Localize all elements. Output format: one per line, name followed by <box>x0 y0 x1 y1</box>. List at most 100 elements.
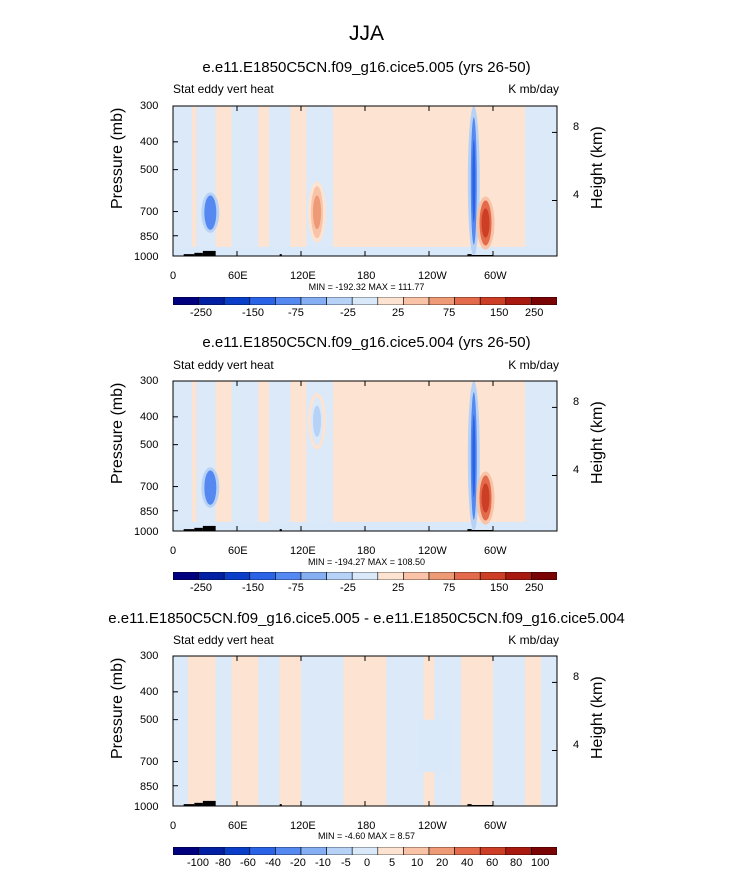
colorbar-label: 100 <box>531 857 550 869</box>
y-tick-label: 700 <box>140 206 159 218</box>
colorbar-box <box>198 297 225 305</box>
colorbar-label: -60 <box>240 857 256 869</box>
negative-region <box>493 656 525 806</box>
topography <box>202 800 216 806</box>
negative-region <box>525 381 557 531</box>
negative-region <box>541 656 557 806</box>
colorbar-box <box>377 847 404 855</box>
contour-feature <box>472 414 476 498</box>
colorbar-box <box>326 572 353 580</box>
colorbar-label: -250 <box>190 307 213 319</box>
topography <box>467 254 472 256</box>
y-tick-label: 500 <box>140 439 159 451</box>
min-max-label: MIN = -194.27 MAX = 108.50 <box>307 557 426 567</box>
colorbar-box <box>249 297 276 305</box>
y-tick-label: 700 <box>140 481 159 493</box>
panel-units-label: K mb/day <box>508 358 559 372</box>
y2-tick-label: 8 <box>573 671 580 683</box>
panel-title: e.e11.E1850C5CN.f09_g16.cice5.004 (yrs 2… <box>202 334 531 351</box>
negative-region <box>173 656 188 806</box>
x-tick-label: 60E <box>228 545 248 557</box>
colorbar-box <box>223 572 251 580</box>
colorbar-label: -75 <box>288 307 304 319</box>
heatmap-plot <box>172 380 558 532</box>
contour-feature <box>313 195 321 230</box>
colorbar-box <box>249 572 276 580</box>
colorbar-box <box>173 847 199 855</box>
figure-title: JJA <box>348 22 384 45</box>
colorbar-box <box>377 297 404 305</box>
colorbar <box>173 572 557 580</box>
y-tick-label: 300 <box>140 650 159 662</box>
x-tick-label: 60E <box>228 270 248 282</box>
y-tick-label: 850 <box>140 506 159 518</box>
topography <box>202 250 216 256</box>
negative-region <box>215 656 232 806</box>
y2-tick-label: 8 <box>573 396 580 408</box>
x-tick-label: 60W <box>484 270 507 282</box>
colorbar-label: -250 <box>190 582 213 594</box>
colorbar-label: 25 <box>392 307 405 319</box>
topography <box>194 802 203 806</box>
colorbar-label: 0 <box>364 857 371 869</box>
x-tick-label: 180 <box>357 545 376 557</box>
colorbar-box <box>531 297 557 305</box>
colorbar-label: -40 <box>265 857 281 869</box>
colorbar-box <box>223 847 251 855</box>
colorbar-box <box>531 572 557 580</box>
contour-feature <box>472 139 476 223</box>
colorbar-box <box>173 572 199 580</box>
colorbar-label: -25 <box>340 582 356 594</box>
min-max-label: MIN = -192.32 MAX = 111.77 <box>308 282 425 292</box>
colorbar-label: -80 <box>215 857 231 869</box>
topography <box>183 804 195 806</box>
colorbar-box <box>275 297 302 305</box>
y2-tick-label: 4 <box>573 464 580 476</box>
y-tick-label: 500 <box>140 714 159 726</box>
panel-units-label: K mb/day <box>508 633 559 647</box>
colorbar-label: 10 <box>411 857 424 869</box>
topography <box>183 529 195 531</box>
negative-region <box>301 656 344 806</box>
topography <box>279 529 282 531</box>
colorbar-label: 75 <box>443 307 456 319</box>
plot-background <box>173 381 557 531</box>
negative-region <box>386 656 424 806</box>
y-tick-label: 500 <box>140 164 159 176</box>
topography <box>471 804 493 806</box>
x-tick-label: 120W <box>418 270 447 282</box>
colorbar-box <box>351 847 379 855</box>
negative-region <box>196 381 216 531</box>
colorbar-box <box>300 572 327 580</box>
colorbar-label: 60 <box>486 857 499 869</box>
x-tick-label: 120E <box>290 270 316 282</box>
colorbar-box <box>403 572 430 580</box>
colorbar-box <box>351 572 379 580</box>
x-tick-label: 60W <box>484 545 507 557</box>
colorbar-box <box>505 572 532 580</box>
topography <box>279 254 282 256</box>
negative-region <box>269 381 291 531</box>
y-tick-label: 850 <box>140 231 159 243</box>
plot-background <box>173 106 557 256</box>
y-tick-label: 400 <box>140 411 159 423</box>
negative-region <box>231 381 259 531</box>
negative-region <box>196 106 216 256</box>
negative-region <box>173 381 193 531</box>
y-axis-label: Pressure (mb) <box>109 382 126 484</box>
x-tick-label: 180 <box>357 270 376 282</box>
negative-region <box>269 106 291 256</box>
contour-feature <box>481 208 490 238</box>
y2-axis-label: Height (km) <box>589 401 606 484</box>
colorbar-box <box>326 847 353 855</box>
colorbar-label: 150 <box>490 582 509 594</box>
y2-tick-label: 4 <box>573 739 580 751</box>
negative-region <box>231 106 259 256</box>
y-tick-label: 300 <box>140 100 159 112</box>
y-axis-label: Pressure (mb) <box>109 107 126 209</box>
colorbar-box <box>428 847 455 855</box>
topography <box>194 527 203 531</box>
heatmap-plot <box>172 655 558 807</box>
colorbar-label: -75 <box>288 582 304 594</box>
y2-axis-label: Height (km) <box>589 126 606 209</box>
